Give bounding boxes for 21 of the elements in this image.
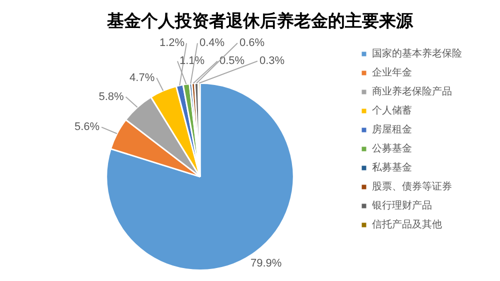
data-label: 0.6% xyxy=(239,37,265,50)
data-label: 0.5% xyxy=(219,55,245,68)
legend-label: 银行理财产品 xyxy=(371,200,432,212)
legend-label: 商业养老保险产品 xyxy=(372,86,452,98)
data-label: 0.3% xyxy=(259,55,285,68)
legend-label: 公募基金 xyxy=(372,142,412,155)
data-label: 0.4% xyxy=(199,37,225,50)
data-label: 1.1% xyxy=(179,55,205,68)
data-label: 1.2% xyxy=(159,37,185,50)
data-label: 79.9% xyxy=(250,257,282,270)
legend-label: 房屋租金 xyxy=(372,124,412,136)
data-label: 4.7% xyxy=(130,72,155,84)
chart-title: 基金个人投资者退休后养老金的主要来源 xyxy=(106,12,414,32)
data-label: 5.6% xyxy=(74,121,100,134)
data-label: 5.8% xyxy=(98,90,124,103)
legend-label: 信托产品及其他 xyxy=(372,218,442,231)
legend-label: 股票、债券等证券 xyxy=(372,180,452,193)
legend-label: 企业年金 xyxy=(372,66,412,79)
legend-label: 国家的基本养老保险 xyxy=(372,48,462,60)
legend-label: 私募基金 xyxy=(372,162,412,174)
legend-label: 个人储蓄 xyxy=(372,104,412,117)
